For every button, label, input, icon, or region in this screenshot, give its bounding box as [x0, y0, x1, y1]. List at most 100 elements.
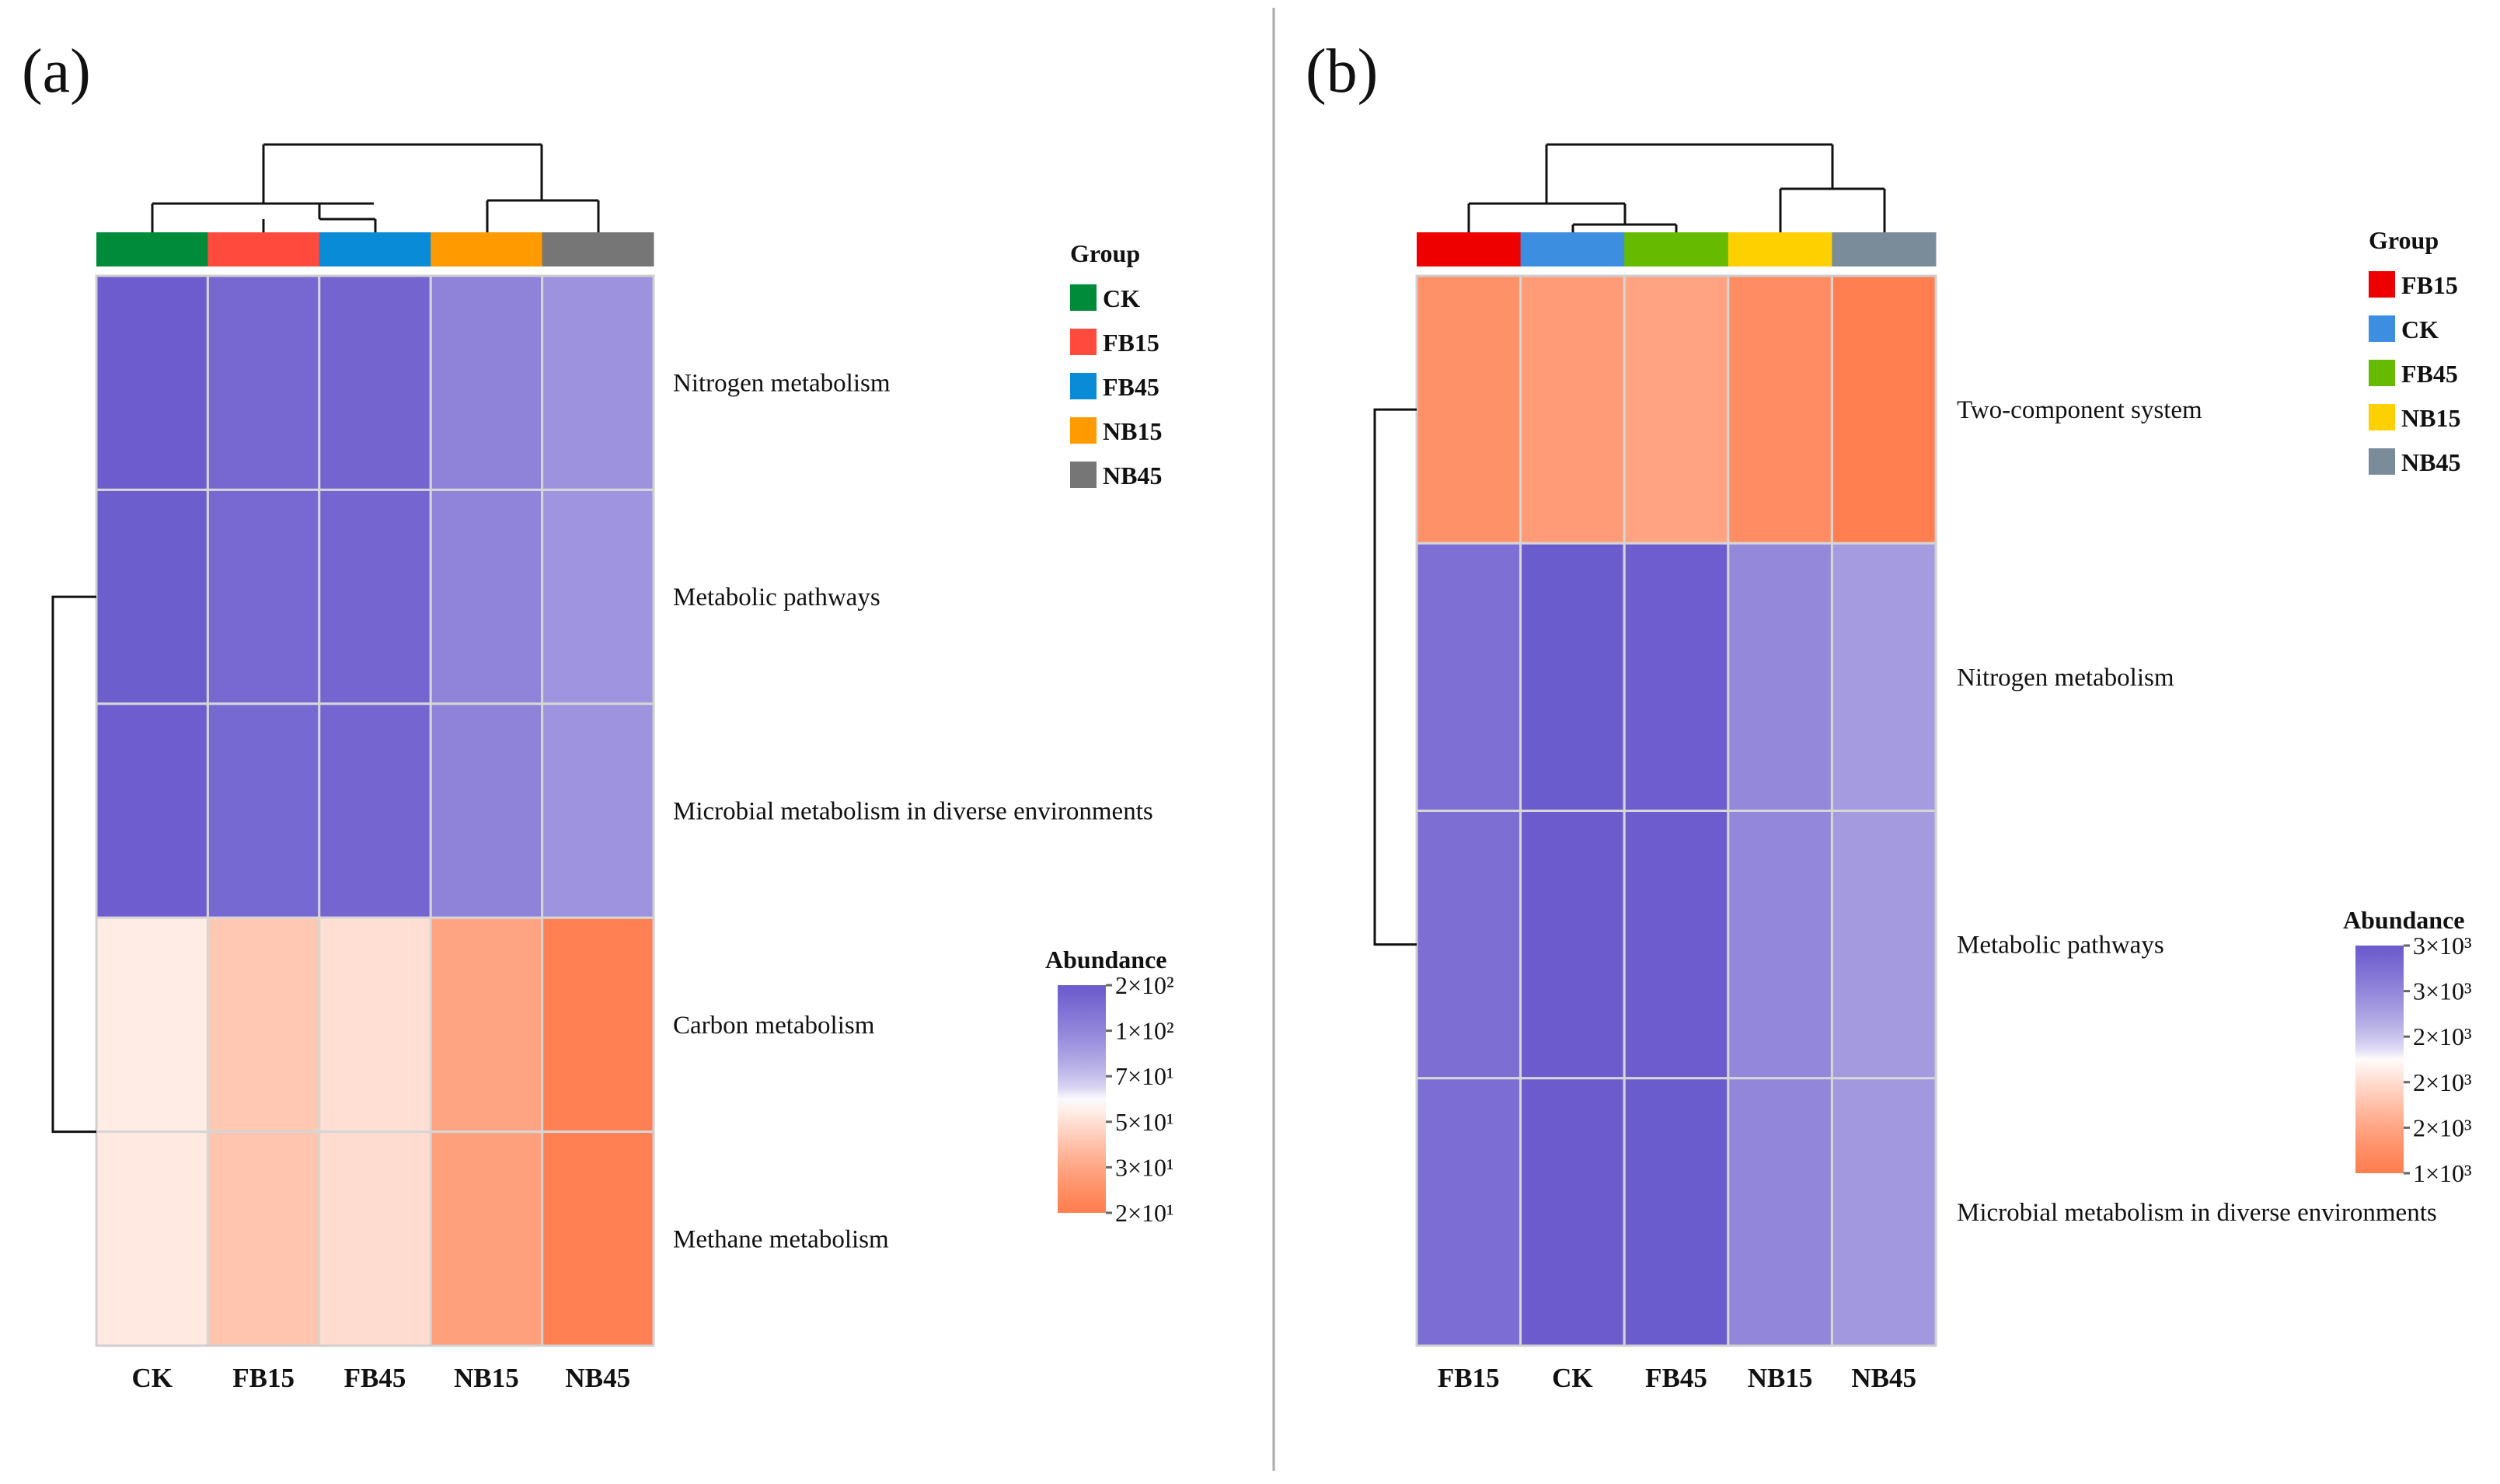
group-color-cell: [319, 232, 431, 266]
group-color-cell: [542, 232, 654, 266]
group-color-cell: [1520, 232, 1625, 266]
colorbar-tick-label: 1×10³: [2413, 1159, 2472, 1187]
panel-label: (a): [22, 37, 91, 106]
heatmap-border: [1415, 274, 1937, 1347]
row-label: Carbon metabolism: [673, 1012, 875, 1040]
column-dendrogram: [151, 143, 600, 232]
group-legend-swatch: [1070, 417, 1097, 444]
heatmap-cell: [429, 488, 544, 705]
heatmap-cell: [318, 1130, 432, 1347]
heatmap-cell: [1727, 810, 1833, 1080]
row-label: Two-component system: [1957, 396, 2202, 424]
heatmap-cell: [541, 1130, 655, 1347]
heatmap-cell: [1727, 542, 1833, 812]
heatmap-cell: [1623, 1077, 1730, 1347]
heatmap-cell: [1830, 810, 1937, 1080]
group-legend-label: NB45: [1103, 462, 1162, 489]
column-label: FB15: [232, 1363, 295, 1393]
group-legend-swatch: [2369, 448, 2395, 475]
group-color-cell: [96, 232, 208, 266]
heatmap-cell: [429, 1130, 544, 1347]
group-color-cell: [1728, 232, 1832, 266]
group-color-cell: [1417, 232, 1522, 266]
colorbar-tick-label: 2×10²: [1115, 971, 1174, 999]
column-label: FB45: [1645, 1363, 1707, 1393]
colorbar-tick-label: 7×10¹: [1115, 1062, 1174, 1090]
group-legend-label: NB15: [2401, 404, 2460, 432]
abundance-legend-title: Abundance: [1045, 946, 1167, 974]
heatmap-cell: [429, 274, 544, 491]
heatmap-cell: [1519, 810, 1626, 1080]
row-label: Nitrogen metabolism: [1957, 664, 2174, 691]
heatmap-cell: [541, 274, 655, 491]
heatmap-cell: [206, 488, 321, 705]
row-dendrogram: [51, 595, 96, 1134]
heatmap-cell: [206, 916, 321, 1134]
heatmap-panel-b: (b) Two-component system Nitrogen metaboli…: [1306, 37, 2472, 1393]
colorbar-tick-label: 2×10³: [2413, 1022, 2472, 1050]
heatmap-cell: [1727, 1077, 1833, 1347]
group-color-cell: [207, 232, 320, 266]
column-label: NB15: [454, 1363, 519, 1393]
heatmap-cell: [95, 274, 209, 491]
heatmap-cell: [541, 916, 655, 1134]
column-label: NB45: [1851, 1363, 1916, 1393]
heatmap-cell: [429, 702, 544, 919]
heatmap-cell: [318, 488, 432, 705]
column-label: FB15: [1438, 1363, 1500, 1393]
heatmap-cell: [1519, 274, 1626, 545]
heatmap-cell: [1519, 542, 1626, 812]
group-color-cell: [1624, 232, 1729, 266]
colorbar-tick-label: 2×10³: [2413, 1068, 2472, 1096]
colorbar-tick-label: 3×10¹: [1115, 1153, 1174, 1181]
heatmap-cell: [1623, 810, 1730, 1080]
heatmap-cell: [1623, 274, 1730, 545]
heatmap-cell: [206, 702, 321, 919]
group-legend-label: FB45: [2401, 360, 2458, 388]
heatmap-cell: [1623, 542, 1730, 812]
heatmap-cell: [1415, 1077, 1522, 1347]
row-label: Microbial metabolism in diverse environm…: [1957, 1199, 2437, 1227]
heatmap-cell: [1830, 1077, 1937, 1347]
group-legend-swatch: [2369, 271, 2395, 298]
column-label: NB15: [1748, 1363, 1813, 1393]
group-legend-label: FB45: [1103, 373, 1159, 401]
heatmap-cell: [541, 702, 655, 919]
panel-label: (b): [1306, 37, 1378, 106]
group-legend-label: NB45: [2401, 448, 2460, 476]
heatmap-cell: [95, 916, 209, 1134]
colorbar-tick-label: 5×10¹: [1115, 1108, 1174, 1136]
group-color-cell: [431, 232, 543, 266]
heatmap-cell: [1727, 274, 1833, 545]
column-dendrogram: [1467, 143, 1886, 232]
heatmap-cell: [95, 488, 209, 705]
heatmap-cell: [206, 274, 321, 491]
column-label: FB45: [344, 1363, 406, 1393]
column-label: CK: [131, 1363, 173, 1393]
group-legend-swatch: [2369, 360, 2395, 386]
group-legend-label: FB15: [1103, 329, 1159, 357]
group-legend-label: NB15: [1103, 417, 1162, 445]
group-color-cell: [1832, 232, 1937, 266]
row-label: Metabolic pathways: [1957, 932, 2164, 960]
colorbar-tick-label: 2×10¹: [1115, 1199, 1174, 1227]
abundance-colorbar: [2355, 946, 2404, 1173]
group-legend-swatch: [2369, 315, 2395, 342]
heatmap-cell: [95, 1130, 209, 1347]
abundance-colorbar: [1058, 985, 1106, 1213]
abundance-legend-title: Abundance: [2343, 906, 2465, 934]
group-legend-swatch: [1070, 373, 1097, 399]
heatmap-border: [95, 274, 655, 1347]
colorbar-tick-label: 3×10³: [2413, 932, 2472, 960]
row-label: Nitrogen metabolism: [673, 370, 891, 398]
row-dendrogram: [1373, 408, 1417, 946]
colorbar-tick-label: 3×10³: [2413, 977, 2472, 1005]
group-legend-swatch: [1070, 284, 1097, 311]
group-legend-swatch: [1070, 462, 1097, 488]
colorbar-tick-label: 2×10³: [2413, 1113, 2472, 1141]
heatmap-cell: [1519, 1077, 1626, 1347]
column-label: CK: [1552, 1363, 1593, 1393]
heatmap-cell: [206, 1130, 321, 1347]
group-legend-label: CK: [2401, 315, 2439, 343]
row-label: Methane metabolism: [673, 1225, 889, 1253]
